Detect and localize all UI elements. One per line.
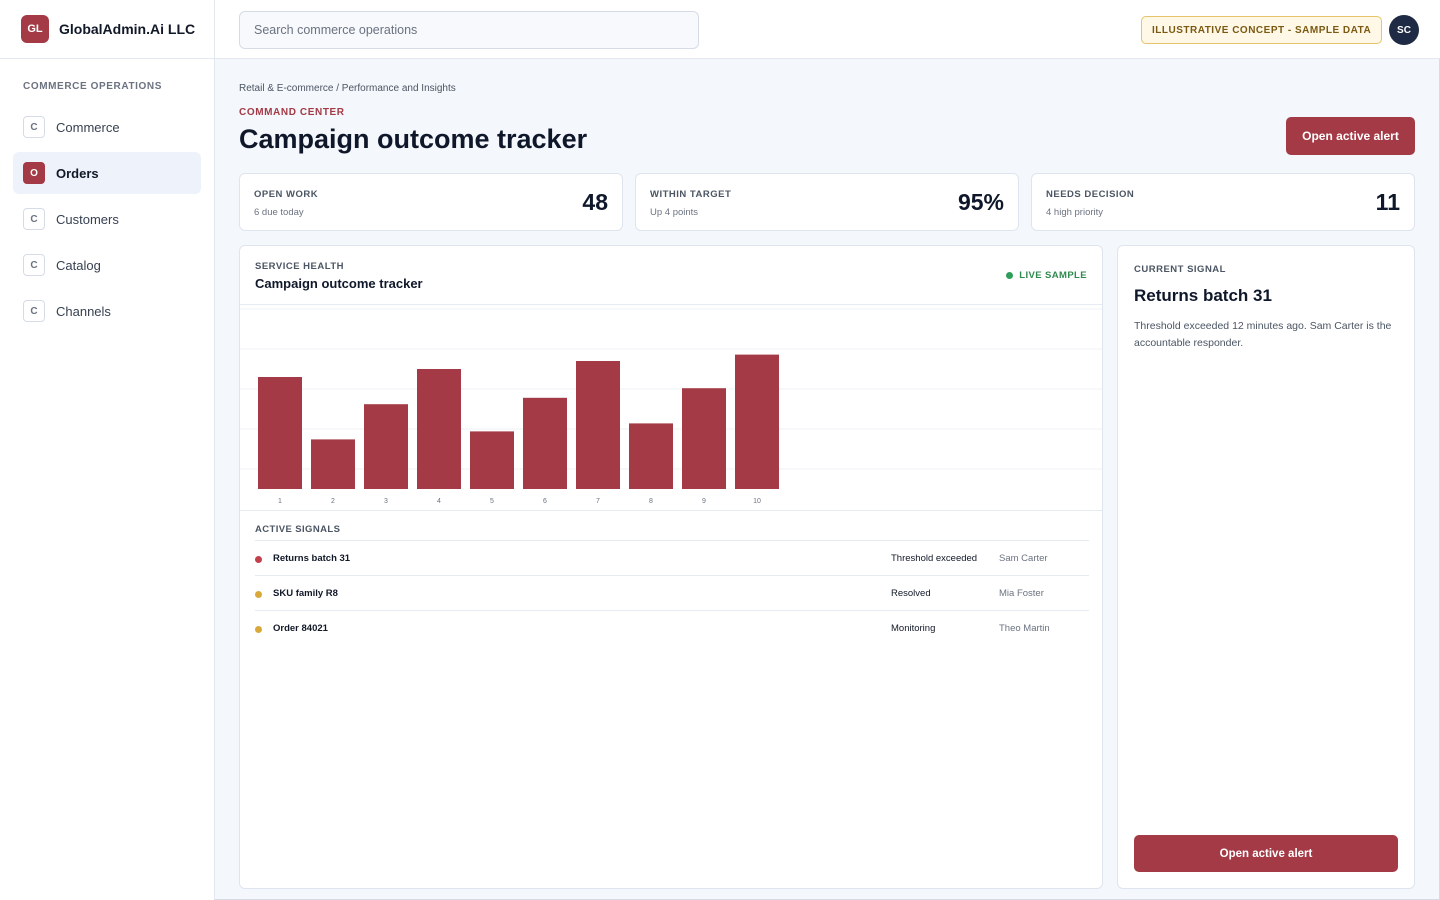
kpi-sub: 4 high priority [1046, 207, 1104, 218]
signal-owner: Sam Carter [999, 553, 1048, 564]
live-indicator: LIVE SAMPLE [1006, 270, 1087, 281]
divider [240, 304, 1102, 305]
signal-owner: Theo Martin [999, 623, 1050, 634]
kpi-within-target: WITHIN TARGET Up 4 points 95% [635, 173, 1019, 231]
chart-bar [576, 361, 620, 489]
sidebar-nav: C Commerce O Orders C Customers C Catalo… [0, 106, 214, 332]
page-title: Campaign outcome tracker [239, 124, 588, 154]
signal-status: Resolved [891, 588, 931, 599]
chart-bar [470, 431, 514, 489]
kpi-label: NEEDS DECISION [1046, 189, 1135, 200]
bar-chart: 1 2 3 4 5 6 7 8 9 10 [240, 305, 1102, 510]
chart-bar [682, 388, 726, 489]
signals-list: Returns batch 31 Threshold exceeded Sam … [255, 540, 1089, 645]
page-eyebrow: COMMAND CENTER [239, 107, 345, 118]
live-label: LIVE SAMPLE [1019, 270, 1087, 281]
sidebar-item-commerce[interactable]: C Commerce [13, 106, 201, 148]
kpi-value: 11 [1375, 189, 1400, 215]
kpi-value: 95% [957, 189, 1004, 215]
current-signal-panel: CURRENT SIGNAL Returns batch 31 Threshol… [1117, 245, 1415, 889]
signal-status: Monitoring [891, 623, 936, 634]
chart-bar [629, 423, 673, 489]
signal-name: SKU family R8 [273, 588, 338, 599]
chart-bar [417, 369, 461, 489]
signal-owner: Mia Foster [999, 588, 1044, 599]
chart-bar [258, 377, 302, 489]
signal-row[interactable]: SKU family R8 Resolved Mia Foster [255, 575, 1089, 610]
x-tick-label: 5 [490, 498, 494, 505]
panel-title: Campaign outcome tracker [255, 276, 423, 291]
x-tick-label: 7 [596, 498, 600, 505]
sidebar: GL GlobalAdmin.Ai LLC COMMERCE OPERATION… [0, 0, 215, 900]
chart-bar [523, 397, 567, 489]
signal-row[interactable]: Returns batch 31 Threshold exceeded Sam … [255, 540, 1089, 575]
kpi-value: 48 [582, 189, 608, 215]
signal-name: Returns batch 31 [273, 553, 351, 564]
side-title: Returns batch 31 [1134, 286, 1272, 305]
live-dot-icon [1006, 272, 1014, 279]
x-tick-label: 4 [437, 498, 441, 505]
status-dot-icon [255, 591, 262, 598]
search-box[interactable] [239, 11, 699, 49]
sidebar-item-label: Orders [56, 165, 99, 181]
divider [240, 510, 1102, 511]
x-tick-label: 6 [543, 498, 547, 505]
breadcrumb: Retail & E-commerce / Performance and In… [239, 83, 456, 94]
nav-badge: C [23, 254, 45, 276]
x-tick-label: 8 [649, 498, 653, 505]
open-alert-button[interactable]: Open active alert [1286, 117, 1415, 155]
search-input[interactable] [254, 23, 698, 37]
sidebar-item-channels[interactable]: C Channels [13, 290, 201, 332]
nav-badge: O [23, 162, 45, 184]
kpi-open-work: OPEN WORK 6 due today 48 [239, 173, 623, 231]
nav-badge: C [23, 300, 45, 322]
avatar[interactable]: SC [1389, 15, 1419, 45]
x-tick-label: 10 [753, 498, 761, 505]
sidebar-item-label: Customers [56, 211, 119, 227]
nav-heading: COMMERCE OPERATIONS [23, 81, 162, 92]
nav-badge: C [23, 116, 45, 138]
x-tick-label: 9 [702, 498, 706, 505]
status-dot-icon [255, 556, 262, 563]
sample-data-badge: ILLUSTRATIVE CONCEPT - SAMPLE DATA [1141, 16, 1383, 44]
sidebar-item-orders[interactable]: O Orders [13, 152, 201, 194]
signals-heading: ACTIVE SIGNALS [255, 524, 341, 535]
sidebar-item-catalog[interactable]: C Catalog [13, 244, 201, 286]
signal-status: Threshold exceeded [891, 553, 978, 564]
chart-bar [735, 354, 779, 489]
open-alert-button-secondary[interactable]: Open active alert [1134, 835, 1398, 872]
x-tick-label: 2 [331, 498, 335, 505]
sidebar-item-customers[interactable]: C Customers [13, 198, 201, 240]
sidebar-item-label: Catalog [56, 257, 101, 273]
service-health-panel: SERVICE HEALTH Campaign outcome tracker … [239, 245, 1103, 889]
signal-name: Order 84021 [273, 623, 328, 634]
topbar: ILLUSTRATIVE CONCEPT - SAMPLE DATA SC [215, 0, 1440, 59]
sidebar-item-label: Commerce [56, 119, 120, 135]
side-eyebrow: CURRENT SIGNAL [1134, 264, 1226, 275]
kpi-label: OPEN WORK [254, 189, 319, 200]
brand-logo: GL [21, 15, 49, 43]
side-description: Threshold exceeded 12 minutes ago. Sam C… [1134, 320, 1392, 349]
brand[interactable]: GL GlobalAdmin.Ai LLC [0, 0, 214, 59]
x-tick-label: 1 [278, 498, 282, 505]
kpi-sub: Up 4 points [650, 207, 699, 218]
kpi-label: WITHIN TARGET [650, 189, 732, 200]
x-tick-label: 3 [384, 498, 388, 505]
chart-svg: 1 2 3 4 5 6 7 8 9 10 [240, 308, 1102, 505]
chart-bar [364, 404, 408, 489]
panel-eyebrow: SERVICE HEALTH [255, 261, 344, 272]
status-dot-icon [255, 626, 262, 633]
signal-row[interactable]: Order 84021 Monitoring Theo Martin [255, 610, 1089, 645]
chart-bar [311, 439, 355, 489]
kpi-sub: 6 due today [254, 207, 304, 218]
brand-name: GlobalAdmin.Ai LLC [59, 21, 196, 37]
sidebar-item-label: Channels [56, 303, 111, 319]
nav-badge: C [23, 208, 45, 230]
kpi-needs-decision: NEEDS DECISION 4 high priority 11 [1031, 173, 1415, 231]
